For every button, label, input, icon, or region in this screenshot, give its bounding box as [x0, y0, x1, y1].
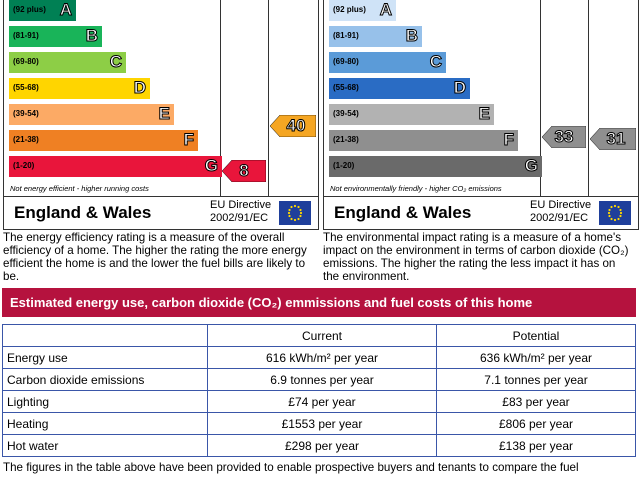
row-current: 6.9 tonnes per year	[207, 368, 437, 391]
band-letter: F	[503, 130, 514, 150]
rating-band-b: (81-91) B	[329, 26, 422, 47]
row-current: 616 kWh/m² per year	[207, 346, 437, 369]
footer-divider	[324, 196, 638, 197]
table-row: Carbon dioxide emissions 6.9 tonnes per …	[2, 368, 636, 391]
header-blank	[2, 324, 208, 347]
band-letter: B	[405, 26, 418, 46]
current-column-divider	[540, 0, 541, 196]
band-range: (21-38)	[13, 135, 39, 144]
band-range: (92 plus)	[13, 5, 46, 14]
band-range: (39-54)	[333, 109, 359, 118]
eu-directive: EU Directive 2002/91/EC	[530, 199, 591, 225]
costs-table: Current Potential Energy use 616 kWh/m² …	[2, 324, 636, 457]
footer-divider	[4, 196, 318, 197]
rating-band-c: (69-80) C	[329, 52, 446, 73]
environment-description: The environmental impact rating is a mea…	[323, 231, 629, 283]
rating-band-a: (92 plus) A	[9, 0, 76, 21]
band-range: (1-20)	[13, 161, 35, 170]
rating-band-d: (55-68) D	[9, 78, 150, 99]
band-letter: F	[183, 130, 194, 150]
footer-title: England & Wales	[14, 203, 152, 222]
band-range: (55-68)	[13, 83, 39, 92]
potential-rating-pointer: 40	[269, 114, 317, 138]
band-range: (39-54)	[13, 109, 39, 118]
environmental-impact-chart: (92 plus) A (81-91) B (69-80) C (55-68) D (39-54…	[323, 0, 639, 230]
row-label: Heating	[2, 412, 208, 435]
band-letter: D	[453, 78, 466, 98]
band-letter: C	[429, 52, 442, 72]
band-letter: E	[158, 104, 170, 124]
eu-directive: EU Directive 2002/91/EC	[210, 199, 271, 225]
band-letter: G	[204, 156, 218, 176]
potential-rating-value: 31	[606, 129, 626, 149]
chart-note: Not energy efficient - higher running co…	[10, 184, 149, 193]
band-letter: B	[85, 26, 98, 46]
current-rating-value: 8	[239, 161, 249, 181]
band-range: (21-38)	[333, 135, 359, 144]
band-range: (55-68)	[333, 83, 359, 92]
row-current: £74 per year	[207, 390, 437, 413]
band-range: (69-80)	[333, 57, 359, 66]
row-potential: £138 per year	[436, 434, 636, 457]
current-rating-pointer: 33	[541, 125, 587, 149]
directive-line1: EU Directive	[210, 199, 272, 211]
row-label: Lighting	[2, 390, 208, 413]
directive-line2: 2002/91/EC	[530, 212, 589, 224]
directive-line2: 2002/91/EC	[210, 212, 269, 224]
rating-band-g: (1-20) G	[329, 156, 542, 177]
row-current: £1553 per year	[207, 412, 437, 435]
directive-line1: EU Directive	[530, 199, 592, 211]
footnote-text: The figures in the table above have been…	[3, 461, 579, 474]
current-rating-pointer: 8	[221, 159, 267, 183]
rating-band-e: (39-54) E	[329, 104, 494, 125]
potential-rating-pointer: 31	[589, 127, 637, 151]
chart-note: Not environmentally friendly - higher CO…	[330, 184, 502, 193]
potential-column-divider	[588, 0, 589, 196]
rating-band-g: (1-20) G	[9, 156, 222, 177]
efficiency-description: The energy efficiency rating is a measur…	[3, 231, 307, 283]
band-range: (81-91)	[13, 31, 39, 40]
rating-band-a: (92 plus) A	[329, 0, 396, 21]
band-letter: C	[109, 52, 122, 72]
header-potential: Potential	[436, 324, 636, 347]
band-range: (1-20)	[333, 161, 355, 170]
row-potential: 636 kWh/m² per year	[436, 346, 636, 369]
potential-column-divider	[268, 0, 269, 196]
footer-title: England & Wales	[334, 203, 472, 222]
table-row: Heating £1553 per year £806 per year	[2, 412, 636, 435]
row-potential: 7.1 tonnes per year	[436, 368, 636, 391]
current-column-divider	[220, 0, 221, 196]
costs-banner: Estimated energy use, carbon dioxide (CO…	[2, 288, 636, 317]
band-letter: A	[379, 0, 392, 20]
band-range: (69-80)	[13, 57, 39, 66]
rating-band-b: (81-91) B	[9, 26, 102, 47]
band-letter: A	[59, 0, 72, 20]
band-letter: D	[133, 78, 146, 98]
row-current: £298 per year	[207, 434, 437, 457]
row-potential: £806 per year	[436, 412, 636, 435]
row-label: Hot water	[2, 434, 208, 457]
band-letter: G	[524, 156, 538, 176]
potential-rating-value: 40	[286, 116, 306, 136]
band-range: (92 plus)	[333, 5, 366, 14]
rating-band-d: (55-68) D	[329, 78, 470, 99]
eu-flag-icon	[279, 201, 311, 225]
rating-band-c: (69-80) C	[9, 52, 126, 73]
rating-band-f: (21-38) F	[9, 130, 198, 151]
header-current: Current	[207, 324, 437, 347]
rating-band-e: (39-54) E	[9, 104, 174, 125]
rating-band-f: (21-38) F	[329, 130, 518, 151]
row-potential: £83 per year	[436, 390, 636, 413]
table-row: Hot water £298 per year £138 per year	[2, 434, 636, 457]
table-row: Lighting £74 per year £83 per year	[2, 390, 636, 413]
energy-efficiency-chart: (92 plus) A (81-91) B (69-80) C (55-68) D (39-54…	[3, 0, 319, 230]
table-header-row: Current Potential	[2, 324, 636, 347]
row-label: Carbon dioxide emissions	[2, 368, 208, 391]
row-label: Energy use	[2, 346, 208, 369]
current-rating-value: 33	[554, 127, 574, 147]
table-row: Energy use 616 kWh/m² per year 636 kWh/m…	[2, 346, 636, 369]
eu-flag-icon	[599, 201, 631, 225]
band-range: (81-91)	[333, 31, 359, 40]
band-letter: E	[478, 104, 490, 124]
